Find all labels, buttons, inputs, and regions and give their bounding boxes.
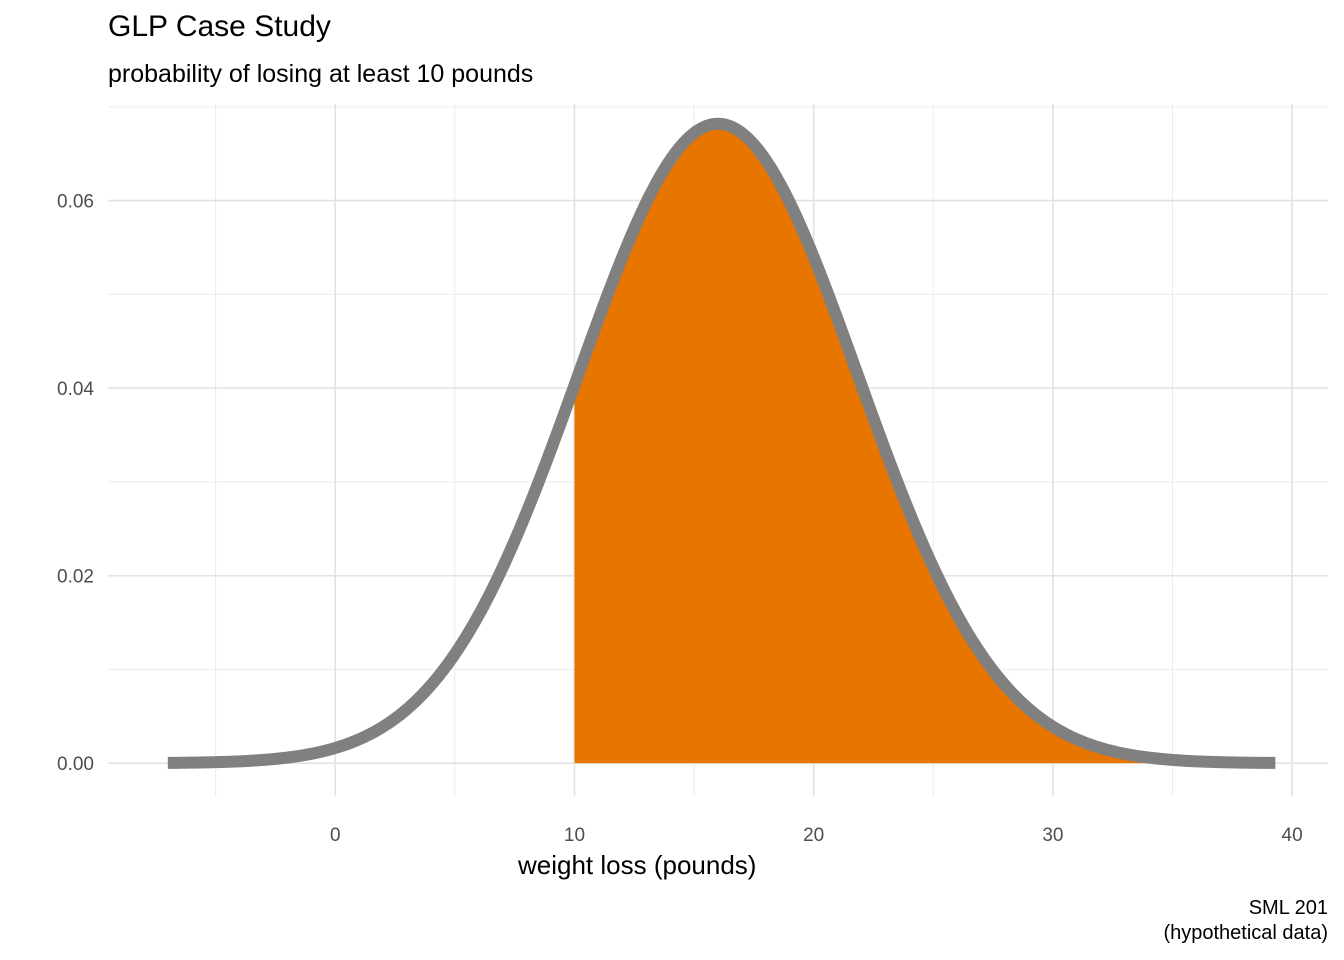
x-tick-label: 20: [803, 825, 824, 846]
x-tick-label: 40: [1282, 825, 1303, 846]
y-tick-label: 0.06: [57, 192, 94, 213]
x-tick-label: 30: [1042, 825, 1063, 846]
y-tick-label: 0.02: [57, 567, 94, 588]
caption-line-2: (hypothetical data): [1163, 922, 1328, 944]
chart-subtitle: probability of losing at least 10 pounds: [108, 60, 534, 88]
x-tick-label: 0: [330, 825, 341, 846]
x-axis-label: weight loss (pounds): [518, 850, 757, 880]
shaded-area: [574, 123, 1276, 764]
density-curve: [164, 117, 1279, 769]
chart-title: GLP Case Study: [108, 10, 331, 43]
y-axis-ticks: 0.00 0.02 0.04 0.06: [57, 192, 94, 776]
x-tick-label: 10: [564, 825, 585, 846]
chart-caption: SML 201 (hypothetical data): [1163, 896, 1328, 946]
y-tick-label: 0.00: [57, 754, 94, 775]
x-axis-ticks: 0 10 20 30 40: [330, 825, 1303, 846]
caption-line-1: SML 201: [1248, 897, 1328, 919]
y-tick-label: 0.04: [57, 379, 94, 400]
